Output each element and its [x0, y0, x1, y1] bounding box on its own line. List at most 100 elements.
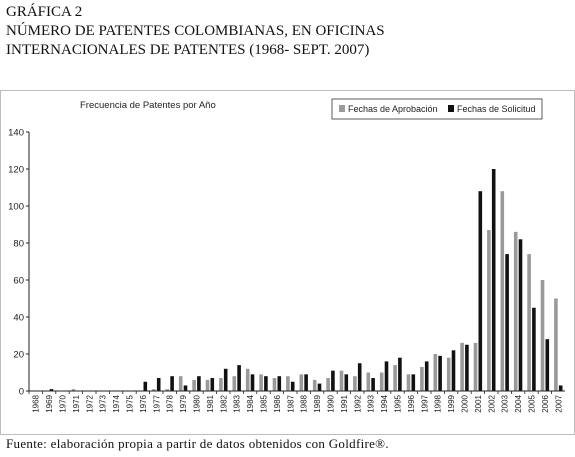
- x-tick-label: 1986: [273, 394, 282, 412]
- x-tick-label: 1979: [179, 394, 188, 412]
- x-tick-label: 1997: [420, 394, 429, 412]
- bar-approval-2006: [541, 280, 545, 391]
- bar-application-1994: [385, 361, 389, 391]
- bar-application-1993: [371, 378, 375, 391]
- bar-application-1979: [184, 385, 188, 391]
- bar-application-2005: [532, 308, 536, 391]
- figure-title-line-2: INTERNACIONALES DE PATENTES (1968- SEPT.…: [6, 41, 369, 60]
- bar-application-1992: [358, 363, 362, 391]
- bar-approval-1980: [192, 380, 196, 391]
- bar-approval-1991: [340, 371, 344, 391]
- x-tick-label: 1987: [286, 394, 295, 412]
- bar-application-1987: [291, 382, 295, 391]
- bar-approval-1984: [246, 369, 250, 391]
- figure-source: Fuente: elaboración propia a partir de d…: [6, 436, 389, 452]
- x-tick-label: 1972: [85, 394, 94, 412]
- x-tick-label: 2006: [541, 394, 550, 412]
- x-tick-label: 1991: [340, 394, 349, 412]
- x-tick-label: 1998: [434, 394, 443, 412]
- bar-approval-1998: [434, 354, 438, 391]
- bar-application-1995: [398, 358, 402, 391]
- x-tick-label: 1993: [367, 394, 376, 412]
- bar-application-2004: [519, 239, 523, 391]
- x-tick-label: 1982: [219, 394, 228, 412]
- bar-application-1981: [211, 378, 215, 391]
- bar-approval-1988: [300, 374, 304, 391]
- bar-approval-1996: [407, 374, 411, 391]
- bar-application-1996: [412, 374, 416, 391]
- x-tick-label: 2002: [487, 394, 496, 412]
- bar-approval-1985: [259, 374, 263, 391]
- bar-application-2002: [492, 169, 496, 391]
- bar-approval-1993: [367, 373, 371, 392]
- bar-approval-1986: [273, 378, 277, 391]
- x-tick-label: 1989: [313, 394, 322, 412]
- bar-application-2001: [479, 191, 483, 391]
- bar-approval-1982: [219, 378, 223, 391]
- bar-application-1998: [438, 356, 442, 391]
- x-tick-label: 1985: [260, 394, 269, 412]
- bar-application-1986: [278, 376, 282, 391]
- bar-approval-1987: [286, 376, 290, 391]
- bar-application-1984: [251, 374, 255, 391]
- y-tick-label: 20: [13, 350, 24, 361]
- bar-application-1997: [425, 361, 429, 391]
- legend-swatch-application: [448, 105, 454, 112]
- x-tick-label: 2000: [461, 394, 470, 412]
- patent-frequency-chart: Frecuencia de Patentes por Año Fechas de…: [0, 90, 575, 435]
- bar-approval-1999: [447, 358, 451, 391]
- bar-application-2006: [546, 339, 550, 391]
- x-tick-label: 1999: [447, 394, 456, 412]
- bar-approval-2004: [514, 232, 518, 391]
- x-tick-label: 1996: [407, 394, 416, 412]
- x-tick-label: 2003: [501, 394, 510, 412]
- bar-approval-1995: [393, 365, 397, 391]
- y-tick-label: 40: [13, 313, 24, 324]
- bar-approval-2005: [527, 254, 531, 391]
- y-tick-label: 100: [8, 202, 24, 213]
- bar-approval-1997: [420, 367, 424, 391]
- bar-approval-1983: [233, 376, 237, 391]
- x-tick-label: 1992: [353, 394, 362, 412]
- y-tick-label: 120: [8, 165, 24, 176]
- x-tick-label: 1968: [32, 394, 41, 412]
- bar-approval-2002: [487, 230, 491, 391]
- x-tick-label: 1970: [59, 394, 68, 412]
- bar-approval-1994: [380, 373, 384, 392]
- bar-approval-1990: [326, 378, 330, 391]
- x-tick-label: 1988: [300, 394, 309, 412]
- x-tick-label: 1977: [152, 394, 161, 412]
- bar-application-2007: [559, 385, 563, 391]
- x-tick-label: 1971: [72, 394, 81, 412]
- bar-approval-2003: [501, 191, 505, 391]
- y-tick-label: 60: [13, 276, 24, 287]
- bar-application-1977: [157, 378, 161, 391]
- bar-application-1982: [224, 369, 228, 391]
- x-tick-label: 2005: [528, 394, 537, 412]
- x-tick-label: 1975: [126, 394, 135, 412]
- x-tick-label: 1980: [193, 394, 202, 412]
- x-tick-label: 1983: [233, 394, 242, 412]
- bar-application-1989: [318, 384, 322, 391]
- figure-number: GRÁFICA 2: [6, 3, 82, 22]
- x-tick-label: 1976: [139, 394, 148, 412]
- legend-label-application: Fechas de Solicitud: [457, 104, 536, 114]
- bar-approval-2001: [474, 343, 478, 391]
- bar-application-2000: [465, 345, 469, 391]
- legend-label-approval: Fechas de Aprobación: [348, 104, 438, 114]
- x-tick-label: 2007: [554, 394, 563, 412]
- bar-application-1978: [170, 376, 174, 391]
- bar-application-1983: [237, 365, 241, 391]
- bar-application-1980: [197, 376, 201, 391]
- x-tick-label: 2004: [514, 394, 523, 412]
- bar-application-1985: [264, 376, 268, 391]
- x-tick-label: 1973: [99, 394, 108, 412]
- bar-application-1990: [331, 371, 335, 391]
- x-tick-label: 2001: [474, 394, 483, 412]
- bar-approval-2007: [554, 299, 558, 392]
- bar-approval-1992: [353, 376, 357, 391]
- x-tick-label: 1995: [394, 394, 403, 412]
- bar-approval-1989: [313, 380, 317, 391]
- x-tick-label: 1969: [45, 394, 54, 412]
- y-tick-label: 140: [8, 128, 24, 139]
